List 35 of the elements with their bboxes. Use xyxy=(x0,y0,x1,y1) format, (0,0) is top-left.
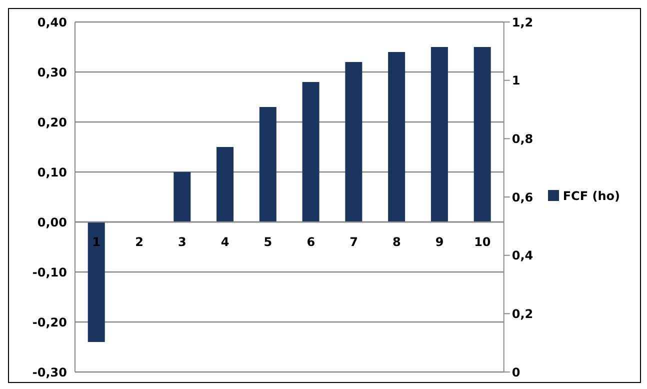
y-tick-label: 0,40 xyxy=(37,15,67,30)
x-tick-label: 8 xyxy=(392,235,401,249)
bar xyxy=(388,52,406,222)
x-tick-label: 4 xyxy=(220,235,230,249)
x-tick-label: 3 xyxy=(178,235,186,249)
y-tick-label: 0,20 xyxy=(37,115,67,130)
y2-tick-label: 1,2 xyxy=(512,15,534,30)
y-tick-label: -0,20 xyxy=(32,315,67,330)
x-tick-label: 10 xyxy=(474,235,491,249)
bar xyxy=(174,172,191,222)
y-tick-label: -0,30 xyxy=(32,365,67,380)
y2-tick-label: 0,6 xyxy=(512,190,534,204)
x-tick-label: 7 xyxy=(350,235,358,249)
y-tick-label: -0,10 xyxy=(32,265,67,280)
y-tick-label: 0,10 xyxy=(37,165,67,180)
bar xyxy=(345,62,362,222)
y2-tick-label: 1 xyxy=(512,74,520,88)
bar xyxy=(474,47,491,222)
y2-tick-label: 0,2 xyxy=(512,306,534,321)
x-tick-label: 9 xyxy=(435,235,444,249)
y2-tick-label: 0 xyxy=(512,365,520,380)
y-tick-label: 0,00 xyxy=(37,215,67,230)
x-tick-label: 5 xyxy=(264,235,272,249)
y-tick-label: 0,30 xyxy=(37,65,67,80)
y2-tick-label: 0,4 xyxy=(512,248,534,263)
x-tick-label: 2 xyxy=(135,235,144,249)
bar xyxy=(302,82,320,222)
y2-tick-label: 0,8 xyxy=(512,132,534,146)
bar xyxy=(216,147,234,222)
bar xyxy=(88,222,105,342)
bar xyxy=(430,47,448,222)
legend-label: FCF (ho) xyxy=(562,188,620,202)
x-tick-label: 6 xyxy=(306,235,316,249)
bar xyxy=(259,107,276,222)
x-tick-label: 1 xyxy=(92,235,101,249)
